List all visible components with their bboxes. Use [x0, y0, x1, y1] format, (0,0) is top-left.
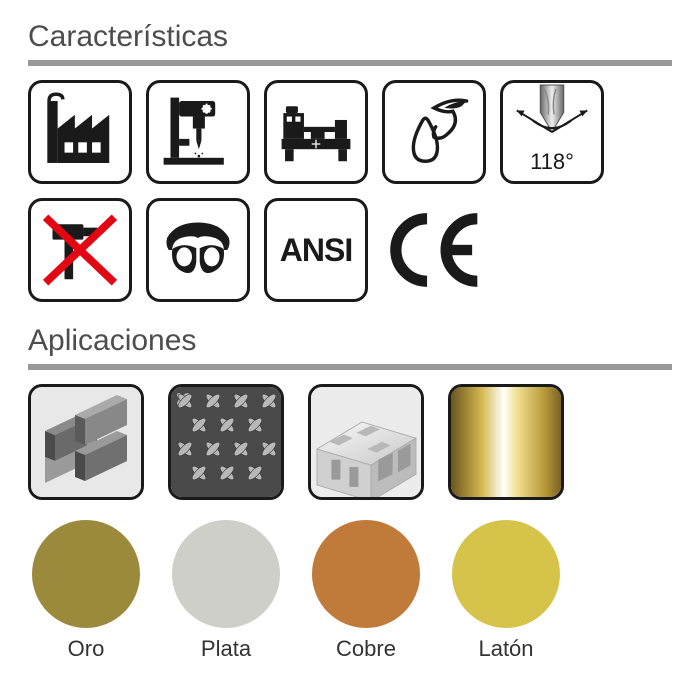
safety-glasses-icon: [146, 198, 250, 302]
characteristics-title: Características: [28, 20, 672, 54]
diamond-plate-tile: [168, 384, 284, 500]
brass-sheet-tile: [448, 384, 564, 500]
materials-row: [28, 384, 672, 500]
swatch-label: Plata: [201, 636, 251, 662]
swatch-cobre: Cobre: [308, 520, 424, 662]
angle-label: 118°: [503, 149, 601, 175]
characteristics-icons: 118° ANSI: [28, 80, 672, 302]
no-hammer-icon: [28, 198, 132, 302]
characteristics-section: Características: [28, 20, 672, 302]
drill-press-icon: [146, 80, 250, 184]
ansi-label: ANSI: [280, 232, 352, 269]
lathe-icon: [264, 80, 368, 184]
swatch-circle: [172, 520, 280, 628]
swatch-label: Oro: [68, 636, 105, 662]
aluminum-profile-tile: [308, 384, 424, 500]
factory-icon: [28, 80, 132, 184]
ansi-badge: ANSI: [264, 198, 368, 302]
steel-beams-tile: [28, 384, 144, 500]
lubricant-drop-icon: [382, 80, 486, 184]
applications-title: Aplicaciones: [28, 324, 672, 358]
drill-angle-icon: 118°: [500, 80, 604, 184]
swatch-plata: Plata: [168, 520, 284, 662]
swatch-label: Latón: [478, 636, 533, 662]
swatch-laton: Latón: [448, 520, 564, 662]
ce-mark: [382, 198, 486, 302]
swatch-oro: Oro: [28, 520, 144, 662]
color-swatches: Oro Plata Cobre Latón: [28, 520, 672, 662]
divider: [28, 364, 672, 370]
swatch-circle: [32, 520, 140, 628]
swatch-circle: [452, 520, 560, 628]
swatch-label: Cobre: [336, 636, 396, 662]
divider: [28, 60, 672, 66]
applications-section: Aplicaciones: [28, 324, 672, 662]
swatch-circle: [312, 520, 420, 628]
